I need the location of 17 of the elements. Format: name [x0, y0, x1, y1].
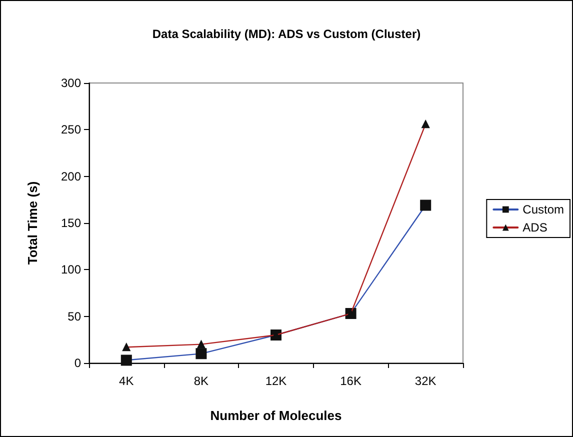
y-tick-label: 0	[74, 356, 82, 370]
x-tick-label: 8K	[194, 374, 209, 388]
legend-label: ADS	[522, 220, 548, 234]
legend-label: Custom	[522, 202, 564, 216]
x-tick-label: 16K	[340, 374, 362, 388]
chart-title: Data Scalability (MD): ADS vs Custom (Cluster)	[152, 27, 421, 41]
y-tick-label: 250	[60, 122, 82, 137]
y-tick-label: 200	[60, 169, 82, 184]
x-tick-label: 4K	[119, 374, 134, 388]
y-tick-label: 100	[60, 262, 82, 277]
y-tick-label: 150	[60, 216, 82, 230]
y-tick-label: 300	[60, 76, 82, 90]
y-tick-label: 50	[68, 309, 82, 324]
x-tick-label: 12K	[265, 374, 287, 388]
x-axis-title: Number of Molecules	[210, 408, 342, 423]
y-axis-title: Total Time (s)	[25, 181, 40, 265]
x-tick-label: 32K	[414, 374, 436, 388]
